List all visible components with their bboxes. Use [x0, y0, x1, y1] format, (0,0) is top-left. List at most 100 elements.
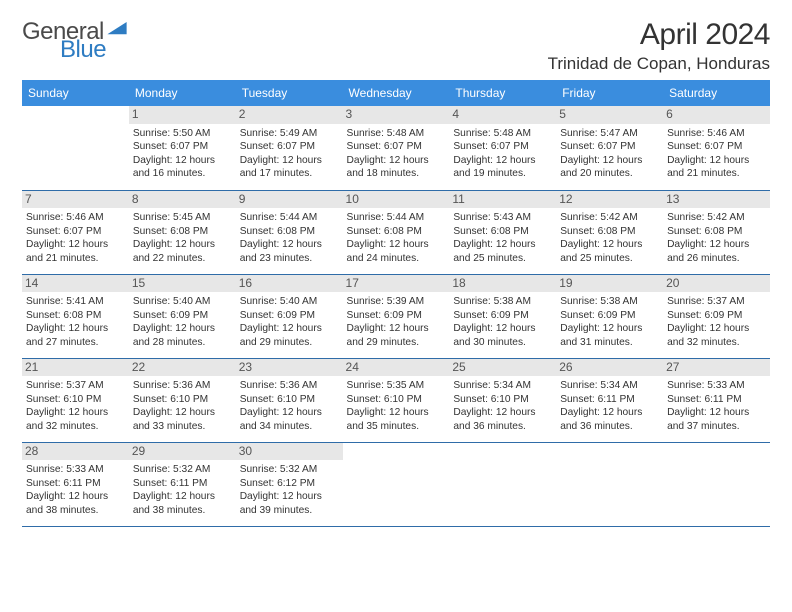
sunset-line: Sunset: 6:12 PM	[240, 477, 339, 490]
day-number: 10	[343, 191, 450, 209]
sunrise-line: Sunrise: 5:38 AM	[560, 295, 659, 308]
sunrise-line: Sunrise: 5:44 AM	[240, 211, 339, 224]
title-block: April 2024 Trinidad de Copan, Honduras	[548, 18, 770, 74]
daylight-line: Daylight: 12 hours and 38 minutes.	[26, 490, 125, 517]
sunset-line: Sunset: 6:08 PM	[26, 309, 125, 322]
day-number: 30	[236, 443, 343, 461]
daylight-line: Daylight: 12 hours and 32 minutes.	[26, 406, 125, 433]
sunset-line: Sunset: 6:08 PM	[453, 225, 552, 238]
sunrise-line: Sunrise: 5:33 AM	[26, 463, 125, 476]
calendar-cell: 4Sunrise: 5:48 AMSunset: 6:07 PMDaylight…	[449, 106, 556, 190]
sunset-line: Sunset: 6:08 PM	[133, 225, 232, 238]
sunset-line: Sunset: 6:09 PM	[560, 309, 659, 322]
day-number: 9	[236, 191, 343, 209]
sunset-line: Sunset: 6:07 PM	[560, 140, 659, 153]
location-text: Trinidad de Copan, Honduras	[548, 54, 770, 74]
calendar-table: SundayMondayTuesdayWednesdayThursdayFrid…	[22, 80, 770, 527]
daylight-line: Daylight: 12 hours and 31 minutes.	[560, 322, 659, 349]
daylight-line: Daylight: 12 hours and 32 minutes.	[667, 322, 766, 349]
day-number: 27	[663, 359, 770, 377]
daylight-line: Daylight: 12 hours and 37 minutes.	[667, 406, 766, 433]
sunrise-line: Sunrise: 5:43 AM	[453, 211, 552, 224]
day-number: 16	[236, 275, 343, 293]
day-header: Sunday	[22, 80, 129, 106]
calendar-cell: 27Sunrise: 5:33 AMSunset: 6:11 PMDayligh…	[663, 358, 770, 442]
day-number: 1	[129, 106, 236, 124]
calendar-cell: 8 Sunrise: 5:45 AMSunset: 6:08 PMDaylight…	[129, 190, 236, 274]
daylight-line: Daylight: 12 hours and 21 minutes.	[667, 154, 766, 181]
day-header: Wednesday	[343, 80, 450, 106]
sunset-line: Sunset: 6:07 PM	[453, 140, 552, 153]
calendar-cell: 18Sunrise: 5:38 AMSunset: 6:09 PMDayligh…	[449, 274, 556, 358]
calendar-cell: 28Sunrise: 5:33 AMSunset: 6:11 PMDayligh…	[22, 442, 129, 526]
sunrise-line: Sunrise: 5:48 AM	[347, 127, 446, 140]
calendar-cell: 29Sunrise: 5:32 AMSunset: 6:11 PMDayligh…	[129, 442, 236, 526]
sunset-line: Sunset: 6:08 PM	[347, 225, 446, 238]
daylight-line: Daylight: 12 hours and 22 minutes.	[133, 238, 232, 265]
sunrise-line: Sunrise: 5:46 AM	[26, 211, 125, 224]
calendar-header-row: SundayMondayTuesdayWednesdayThursdayFrid…	[22, 80, 770, 106]
calendar-cell: 24Sunrise: 5:35 AMSunset: 6:10 PMDayligh…	[343, 358, 450, 442]
calendar-cell: 19Sunrise: 5:38 AMSunset: 6:09 PMDayligh…	[556, 274, 663, 358]
daylight-line: Daylight: 12 hours and 16 minutes.	[133, 154, 232, 181]
page-title: April 2024	[548, 18, 770, 52]
sunrise-line: Sunrise: 5:41 AM	[26, 295, 125, 308]
day-number: 15	[129, 275, 236, 293]
daylight-line: Daylight: 12 hours and 35 minutes.	[347, 406, 446, 433]
calendar-cell: 14Sunrise: 5:41 AMSunset: 6:08 PMDayligh…	[22, 274, 129, 358]
sunset-line: Sunset: 6:07 PM	[240, 140, 339, 153]
day-number: 28	[22, 443, 129, 461]
daylight-line: Daylight: 12 hours and 27 minutes.	[26, 322, 125, 349]
sunset-line: Sunset: 6:07 PM	[26, 225, 125, 238]
daylight-line: Daylight: 12 hours and 34 minutes.	[240, 406, 339, 433]
daylight-line: Daylight: 12 hours and 26 minutes.	[667, 238, 766, 265]
sunrise-line: Sunrise: 5:32 AM	[133, 463, 232, 476]
sunset-line: Sunset: 6:10 PM	[26, 393, 125, 406]
sunrise-line: Sunrise: 5:32 AM	[240, 463, 339, 476]
sunrise-line: Sunrise: 5:40 AM	[240, 295, 339, 308]
sunrise-line: Sunrise: 5:34 AM	[453, 379, 552, 392]
daylight-line: Daylight: 12 hours and 28 minutes.	[133, 322, 232, 349]
calendar-cell: 17Sunrise: 5:39 AMSunset: 6:09 PMDayligh…	[343, 274, 450, 358]
calendar-cell: 23Sunrise: 5:36 AMSunset: 6:10 PMDayligh…	[236, 358, 343, 442]
day-header: Friday	[556, 80, 663, 106]
day-number: 4	[449, 106, 556, 124]
calendar-cell: 12Sunrise: 5:42 AMSunset: 6:08 PMDayligh…	[556, 190, 663, 274]
daylight-line: Daylight: 12 hours and 20 minutes.	[560, 154, 659, 181]
daylight-line: Daylight: 12 hours and 29 minutes.	[240, 322, 339, 349]
day-number: 3	[343, 106, 450, 124]
day-number: 21	[22, 359, 129, 377]
sunrise-line: Sunrise: 5:36 AM	[133, 379, 232, 392]
calendar-cell	[556, 442, 663, 526]
daylight-line: Daylight: 12 hours and 33 minutes.	[133, 406, 232, 433]
calendar-week-row: 1Sunrise: 5:50 AMSunset: 6:07 PMDaylight…	[22, 106, 770, 190]
day-number: 2	[236, 106, 343, 124]
calendar-cell: 30 Sunrise: 5:32 AMSunset: 6:12 PMDayligh…	[236, 442, 343, 526]
sunset-line: Sunset: 6:09 PM	[667, 309, 766, 322]
sunset-line: Sunset: 6:07 PM	[667, 140, 766, 153]
sunset-line: Sunset: 6:10 PM	[453, 393, 552, 406]
day-number: 22	[129, 359, 236, 377]
sunrise-line: Sunrise: 5:37 AM	[26, 379, 125, 392]
calendar-cell: 6Sunrise: 5:46 AMSunset: 6:07 PMDaylight…	[663, 106, 770, 190]
daylight-line: Daylight: 12 hours and 30 minutes.	[453, 322, 552, 349]
sunset-line: Sunset: 6:08 PM	[667, 225, 766, 238]
sunset-line: Sunset: 6:11 PM	[667, 393, 766, 406]
calendar-body: 1Sunrise: 5:50 AMSunset: 6:07 PMDaylight…	[22, 106, 770, 526]
sunset-line: Sunset: 6:11 PM	[560, 393, 659, 406]
day-number: 17	[343, 275, 450, 293]
sunset-line: Sunset: 6:09 PM	[453, 309, 552, 322]
sunrise-line: Sunrise: 5:38 AM	[453, 295, 552, 308]
day-number: 20	[663, 275, 770, 293]
calendar-cell	[22, 106, 129, 190]
calendar-cell: 26Sunrise: 5:34 AMSunset: 6:11 PMDayligh…	[556, 358, 663, 442]
day-number: 24	[343, 359, 450, 377]
day-number: 8	[129, 191, 236, 209]
sunrise-line: Sunrise: 5:45 AM	[133, 211, 232, 224]
day-header: Tuesday	[236, 80, 343, 106]
daylight-line: Daylight: 12 hours and 21 minutes.	[26, 238, 125, 265]
calendar-cell: 3Sunrise: 5:48 AMSunset: 6:07 PMDaylight…	[343, 106, 450, 190]
sunset-line: Sunset: 6:09 PM	[347, 309, 446, 322]
daylight-line: Daylight: 12 hours and 29 minutes.	[347, 322, 446, 349]
daylight-line: Daylight: 12 hours and 39 minutes.	[240, 490, 339, 517]
